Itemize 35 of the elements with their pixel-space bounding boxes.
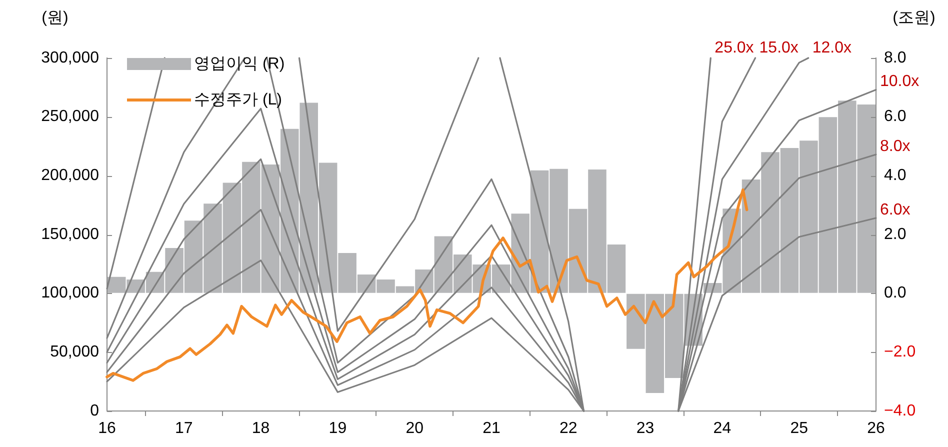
y2-tick-label: −4.0: [884, 402, 916, 420]
y2-tick-label: −2.0: [884, 344, 916, 361]
x-tick-label: 24: [713, 420, 732, 438]
y-axis-title: (원): [42, 9, 68, 26]
series-label: 6.0x: [880, 201, 910, 218]
series-label: 8.0x: [880, 138, 910, 155]
y2-tick-label: 4.0: [884, 167, 906, 184]
x-tick-label: 23: [636, 420, 654, 438]
x-tick-label: 20: [406, 420, 424, 438]
series-label: 25.0x: [714, 39, 754, 56]
y2-tick-label: 2.0: [884, 226, 906, 243]
series-label: 15.0x: [759, 39, 798, 56]
x-tick-label: 16: [98, 420, 116, 438]
y-tick-label: 50,000: [50, 344, 100, 361]
x-tick-label: 26: [867, 420, 885, 438]
y2-tick-label: 0.0: [884, 284, 906, 302]
y-tick-label: 200,000: [41, 167, 100, 184]
series-label: 10.0x: [880, 73, 920, 90]
series-label: 12.0x: [812, 39, 852, 56]
x-tick-label: 22: [560, 420, 578, 438]
y-tick-label: 100,000: [41, 284, 100, 302]
x-tick-label: 21: [482, 420, 500, 438]
legend-label: 영업이익 (R): [194, 55, 285, 72]
y2-tick-label: 6.0: [884, 108, 906, 126]
x-tick-label: 17: [175, 420, 193, 438]
y2-axis-title: (조원): [892, 9, 936, 26]
y2-tick-label: 8.0: [884, 49, 906, 66]
x-tick-label: 19: [328, 420, 347, 438]
y-tick-label: 0: [90, 402, 100, 420]
legend-label: 수정주가 (L): [194, 91, 282, 108]
y-tick-label: 250,000: [41, 108, 100, 126]
y-tick-label: 300,000: [41, 49, 100, 66]
y-tick-label: 150,000: [41, 226, 100, 243]
x-tick-label: 25: [790, 420, 808, 438]
x-tick-label: 18: [252, 420, 270, 438]
